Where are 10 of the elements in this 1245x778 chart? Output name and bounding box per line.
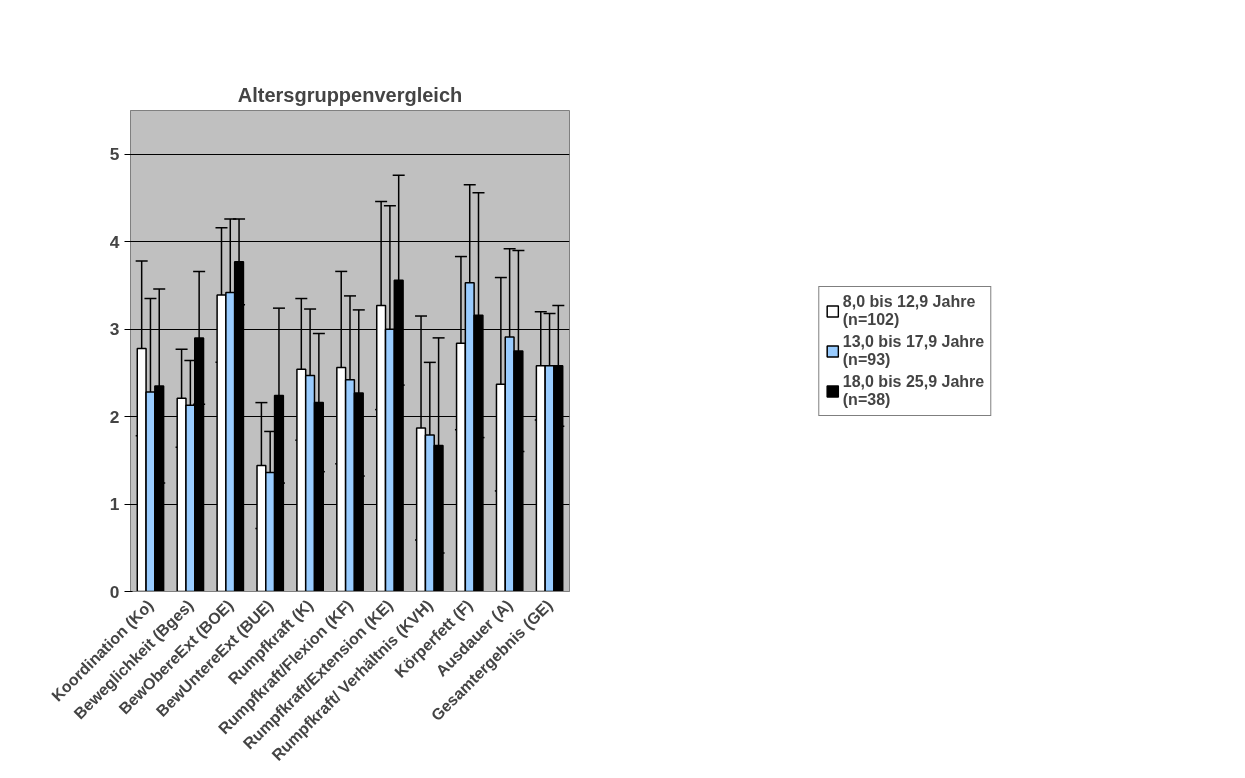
y-tick-label: 0: [109, 581, 120, 602]
y-tick-label: 4: [109, 231, 120, 252]
legend-label: 18,0 bis 25,9 Jahre (n=38): [842, 372, 985, 409]
y-tick-label: 1: [109, 494, 120, 515]
legend-label: 8,0 bis 12,9 Jahre (n=102): [842, 292, 976, 329]
y-tick-label: 3: [109, 319, 120, 340]
y-tick-label: 5: [109, 144, 120, 165]
y-tick-label: 2: [109, 406, 120, 427]
chart-title: Altersgruppenvergleich: [237, 83, 463, 106]
legend-label: 13,0 bis 17,9 Jahre (n=93): [842, 332, 985, 369]
